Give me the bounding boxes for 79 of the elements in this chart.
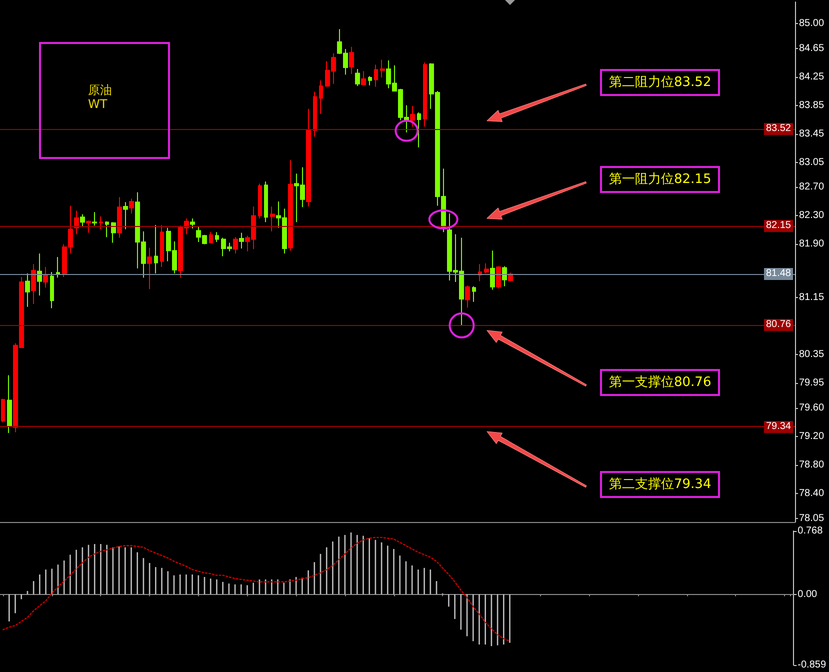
candlestick	[423, 62, 427, 128]
annotation: 第一阻力位82.15	[600, 166, 720, 194]
candlestick	[306, 108, 311, 207]
y-tick-label: 79.95	[799, 378, 824, 389]
candlestick	[56, 256, 60, 278]
candlestick	[270, 206, 275, 232]
candlestick	[117, 196, 122, 238]
y-tick-label: 78.05	[799, 512, 824, 524]
candlestick	[417, 112, 421, 148]
candlestick	[355, 68, 360, 87]
ref-line-label: 79.34	[764, 420, 793, 433]
candlestick	[288, 160, 293, 252]
ref-line-label: 80.76	[764, 319, 793, 332]
text: 原油 WT	[88, 83, 112, 111]
candlestick	[123, 202, 128, 230]
candlestick	[7, 374, 12, 434]
candlestick	[99, 216, 103, 230]
candlestick	[74, 210, 79, 235]
y-tick-label: 83.85	[799, 100, 824, 111]
y-tick-label: 79.60	[799, 402, 824, 414]
candlestick	[86, 220, 91, 234]
candlestick	[264, 181, 268, 223]
candlestick	[502, 266, 507, 287]
candlestick	[472, 286, 476, 302]
candlestick	[43, 266, 48, 288]
candlestick	[368, 76, 372, 86]
y-tick-label: 85.00	[799, 18, 824, 29]
annotation: 第二阻力位83.52	[600, 68, 720, 96]
candlestick	[319, 80, 323, 114]
y-tick-label: 79.20	[799, 431, 824, 442]
y-tick-label: 82.70	[799, 182, 824, 193]
y-tick-label: 0.00	[798, 588, 818, 600]
y-tick-label: 81.15	[799, 292, 824, 304]
candlestick	[190, 218, 195, 230]
candlestick	[92, 212, 97, 226]
candlestick	[1, 398, 5, 423]
y-tick-label: 0.768	[798, 526, 824, 536]
candlestick	[490, 250, 495, 290]
candlestick	[233, 236, 238, 254]
candlestick	[349, 46, 354, 74]
annotation: 第二支撑位79.34	[600, 470, 720, 498]
candlestick	[80, 214, 85, 228]
candlestick	[50, 271, 54, 309]
candlestick	[215, 232, 219, 243]
y-tick-label: 78.80	[799, 460, 824, 471]
y-tick-label: 78.40	[799, 488, 824, 500]
candlestick	[465, 285, 470, 308]
y-tick-label: 82.30	[799, 210, 824, 222]
candlestick	[361, 70, 366, 86]
candlestick	[209, 232, 213, 244]
candlestick	[484, 262, 489, 274]
line-series	[2, 536, 510, 642]
candlestick	[239, 232, 244, 249]
y-tick-label: 80.35	[799, 349, 824, 360]
ref-line-label: 81.48	[764, 268, 793, 280]
candlestick	[147, 247, 152, 290]
candlestick	[129, 198, 134, 214]
candlestick	[25, 272, 30, 308]
ref-line-label: 82.15	[764, 220, 793, 232]
y-tick-label: 83.45	[799, 128, 824, 140]
y-tick-label: 84.65	[799, 42, 824, 54]
candlestick	[410, 106, 415, 128]
candlestick	[154, 224, 158, 274]
candlestick	[258, 183, 262, 220]
annotation: 第一支撑位80.76	[600, 369, 720, 396]
ref-line-label: 83.52	[764, 122, 793, 135]
candlestick	[160, 224, 164, 268]
candlestick	[496, 266, 501, 289]
candlestick	[313, 91, 317, 138]
candlestick	[31, 264, 36, 305]
y-tick-label: 83.05	[799, 156, 824, 168]
y-tick-label: 81.90	[799, 238, 824, 250]
candlestick	[105, 220, 109, 238]
candlestick	[380, 59, 385, 78]
candlestick	[37, 252, 42, 296]
y-tick-label: 84.25	[799, 71, 824, 82]
candlestick	[374, 64, 378, 88]
y-tick-label: -0.859	[798, 660, 826, 670]
candlestick	[111, 222, 116, 244]
